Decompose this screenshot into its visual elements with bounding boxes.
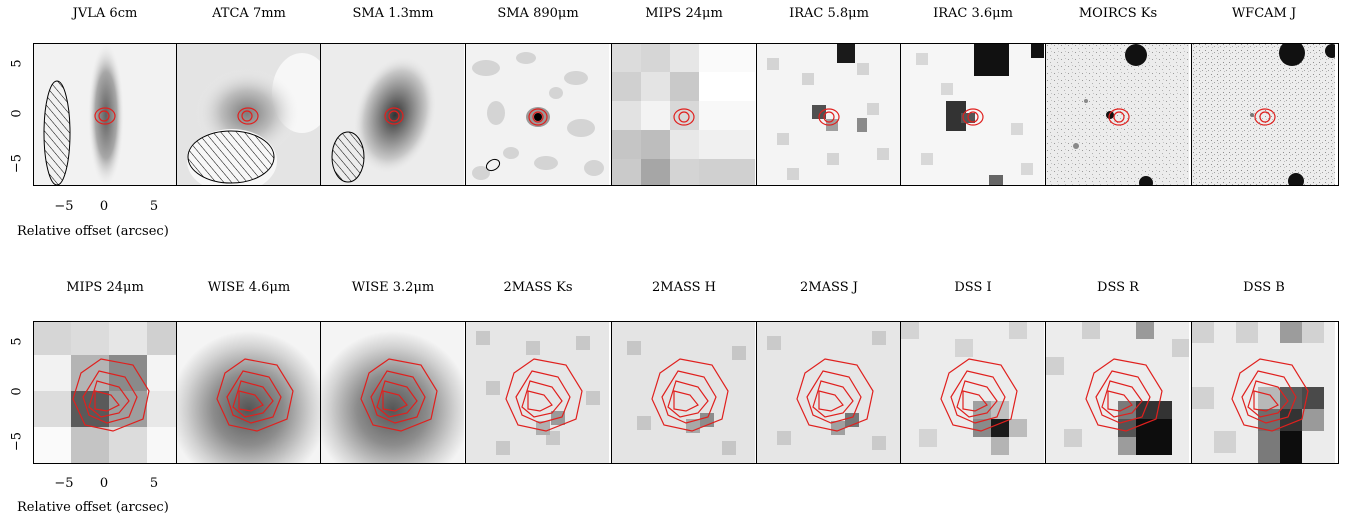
x-axis-label: Relative offset (arcsec) (17, 224, 169, 239)
x-tick-label: 5 (149, 476, 159, 491)
image-panel-sma-890um (466, 43, 609, 186)
image-panel-wise-3.2um (321, 321, 464, 464)
panel-title-1-8: MOIRCS Ks (1078, 6, 1158, 21)
contour-group (94, 107, 116, 125)
image-panel-dss-b (1192, 321, 1335, 464)
panel-title-2-5: 2MASS H (651, 280, 717, 295)
image-panel-atca-7mm (177, 43, 320, 186)
x-tick-label: −5 (54, 199, 74, 214)
panel-title-2-8: DSS R (1097, 280, 1139, 295)
panel-title-2-3: WISE 3.2μm (351, 280, 435, 295)
panel-title-1-2: ATCA 7mm (212, 6, 286, 21)
y-tick-label: 5 (9, 59, 25, 68)
image-panel-2mass-ks (466, 321, 609, 464)
panel-title-2-2: WISE 4.6μm (207, 280, 291, 295)
image-panel-irac-5.8um (757, 43, 900, 186)
panel-title-1-9: WFCAM J (1231, 6, 1297, 21)
x-tick-label: −5 (54, 476, 74, 491)
y-tick-label: −5 (9, 431, 25, 452)
panel-title-2-9: DSS B (1243, 280, 1285, 295)
panel-title-1-5: MIPS 24μm (645, 6, 723, 21)
image-panel-moircs-ks (1046, 43, 1189, 186)
y-tick-label: 0 (9, 109, 25, 118)
y-tick-label: −5 (9, 153, 25, 174)
image-panel-2mass-h (612, 321, 755, 464)
panel-title-2-6: 2MASS J (800, 280, 858, 295)
panel-title-1-4: SMA 890μm (497, 6, 579, 21)
x-axis-label: Relative offset (arcsec) (17, 500, 169, 515)
panel-title-2-7: DSS I (954, 280, 992, 295)
image-panel-dss-i (901, 321, 1044, 464)
panel-title-2-4: 2MASS Ks (503, 280, 573, 295)
panel-title-1-3: SMA 1.3mm (352, 6, 434, 21)
image-panel-sma-1.3mm (321, 43, 464, 186)
y-tick-label: 5 (9, 337, 25, 346)
image-panel-dss-r (1046, 321, 1189, 464)
panel-title-2-1: MIPS 24μm (66, 280, 144, 295)
panel-title-1-7: IRAC 3.6μm (933, 6, 1013, 21)
image-panel-wfcam-j (1192, 43, 1335, 186)
panel-title-1-1: JVLA 6cm (72, 6, 138, 21)
image-panel-mips-24um-2 (33, 321, 176, 464)
x-tick-label: 0 (99, 476, 109, 491)
image-panel-wise-4.6um (177, 321, 320, 464)
image-panel-mips-24um (612, 43, 755, 186)
x-tick-label: 5 (149, 199, 159, 214)
y-tick-label: 0 (9, 387, 25, 396)
panel-title-1-6: IRAC 5.8μm (789, 6, 869, 21)
image-panel-2mass-j (757, 321, 900, 464)
image-panel-jvla-6cm (33, 43, 176, 186)
x-tick-label: 0 (99, 199, 109, 214)
image-panel-irac-3.6um (901, 43, 1044, 186)
